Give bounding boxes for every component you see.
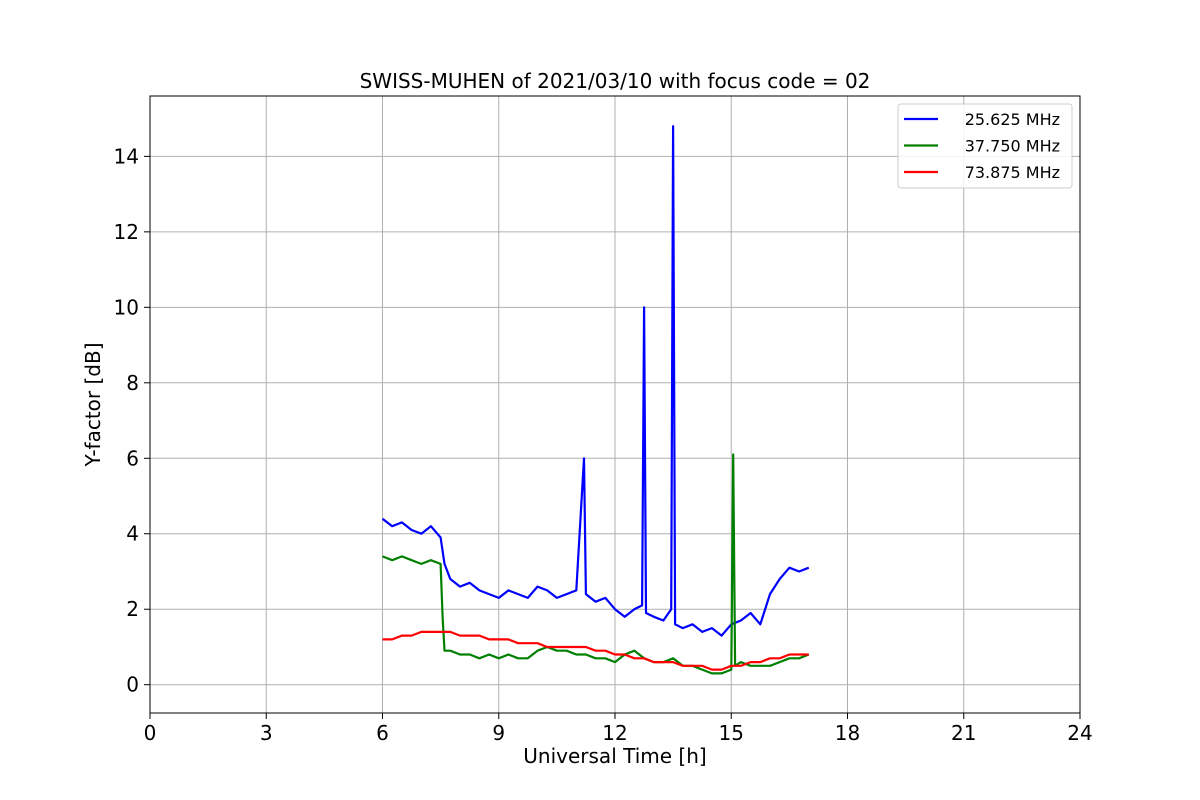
series-line-73-875-mhz [382, 630, 809, 671]
legend-box [897, 103, 1073, 189]
x-tick-label: 15 [719, 721, 744, 745]
y-tick-label: 12 [114, 220, 139, 244]
x-tick-label: 3 [260, 721, 273, 745]
y-tick-label: 0 [126, 673, 139, 697]
x-tick-label: 9 [492, 721, 505, 745]
legend-label: 73.875 MHz [965, 163, 1060, 182]
y-tick-label: 8 [126, 371, 139, 395]
y-axis-label: Y-factor [dB] [81, 342, 105, 467]
series-lines [381, 125, 810, 675]
x-tick-label: 12 [602, 721, 627, 745]
x-tick-label: 18 [835, 721, 860, 745]
chart-title: SWISS-MUHEN of 2021/03/10 with focus cod… [360, 69, 871, 93]
x-tick-label: 24 [1067, 721, 1092, 745]
x-tick-label: 0 [144, 721, 157, 745]
y-tick-label: 6 [126, 446, 139, 470]
x-axis-label: Universal Time [h] [523, 744, 706, 768]
x-tick-label: 6 [376, 721, 389, 745]
legend: 25.625 MHz 37.750 MHz 73.875 MHz [897, 103, 1073, 189]
y-tick-label: 4 [126, 522, 139, 546]
legend-label: 37.750 MHz [965, 137, 1060, 156]
x-tick-label: 21 [951, 721, 976, 745]
legend-label: 25.625 MHz [965, 110, 1060, 129]
y-tick-label: 2 [126, 597, 139, 621]
series-line-25-625-mhz [381, 125, 810, 637]
y-tick-label: 14 [114, 144, 139, 168]
y-tick-label: 10 [114, 295, 139, 319]
